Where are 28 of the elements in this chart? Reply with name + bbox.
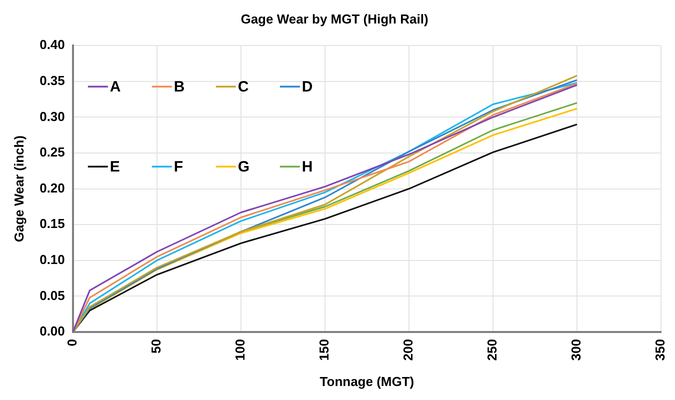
legend-label: A	[110, 78, 121, 96]
y-tick-label: 0.40	[40, 37, 65, 52]
y-tick-label: 0.20	[40, 180, 65, 196]
x-tick-label: 50	[148, 339, 164, 354]
legend-label: D	[302, 78, 313, 96]
y-tick-label: 0.35	[40, 72, 65, 88]
legend-label: G	[238, 158, 250, 176]
x-tick-label: 0	[64, 339, 80, 346]
y-tick-label: 0.05	[40, 288, 65, 303]
legend-label: H	[302, 158, 313, 176]
x-tick-label: 150	[316, 339, 332, 361]
x-tick-label: 100	[232, 339, 248, 361]
x-axis-title: Tonnage (MGT)	[320, 374, 414, 389]
x-tick-label: 300	[568, 339, 584, 361]
y-tick-label: 0.15	[40, 216, 65, 232]
y-tick-label: 0.10	[40, 252, 65, 267]
y-axis-title: Gage Wear (inch)	[11, 135, 26, 242]
x-tick-label: 200	[400, 339, 416, 361]
y-tick-label: 0.25	[40, 144, 65, 160]
x-tick-label: 350	[652, 339, 668, 361]
y-tick-label: 0.30	[40, 108, 65, 124]
legend-label: B	[174, 78, 185, 96]
legend-label: E	[110, 158, 120, 176]
legend-label: C	[238, 78, 249, 96]
y-tick-label: 0.00	[40, 324, 65, 339]
x-tick-label: 250	[484, 339, 500, 361]
legend-label: F	[174, 158, 184, 176]
chart-title: Gage Wear by MGT (High Rail)	[240, 11, 428, 26]
